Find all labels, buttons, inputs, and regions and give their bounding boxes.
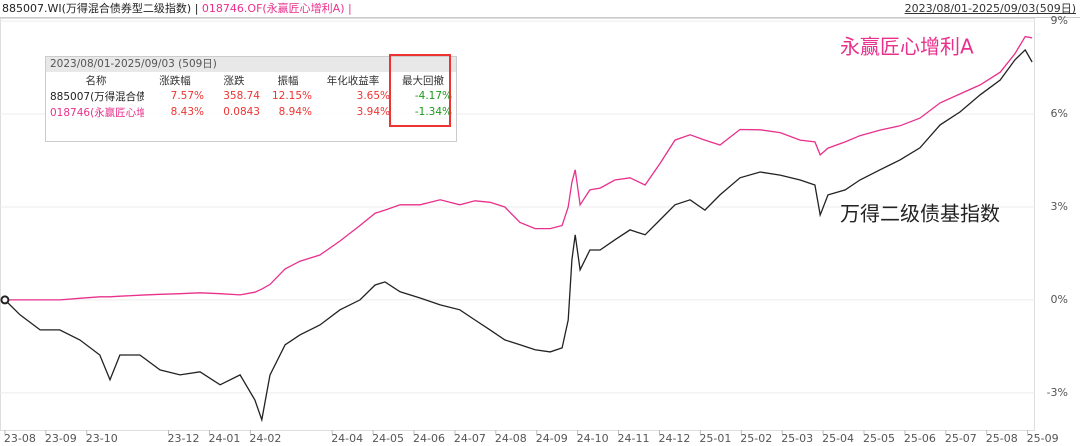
series-b-name: 018746.OF(永赢匠心增利A)	[201, 2, 345, 15]
table-header: 振幅	[277, 74, 299, 87]
table-header: 最大回撤	[402, 74, 444, 87]
date-range[interactable]: 2023/08/01-2025/09/03(509日)	[904, 2, 1076, 15]
table-cell: 018746(永赢匠心增	[50, 106, 144, 119]
x-tick-label: 25-07	[945, 432, 977, 445]
table-cell: 8.43%	[170, 106, 204, 118]
y-tick-label: -3%	[1047, 386, 1068, 399]
x-tick-label: 23-12	[168, 432, 200, 445]
annotation: 永赢匠心增利A	[840, 35, 974, 59]
x-tick-label: 23-10	[86, 432, 118, 445]
table-cell: 358.74	[223, 90, 260, 102]
table-row: 018746(永赢匠心增 8.43% 0.0843 8.94% 3.94% -1.34%	[48, 104, 454, 120]
series-line	[4, 48, 1033, 423]
table-header: 涨跌幅	[159, 74, 191, 87]
table-row: 885007(万得混合债 7.57% 358.74 12.15% 3.65% -4.17%	[48, 88, 454, 104]
x-tick-label: 25-03	[781, 432, 813, 445]
table-cell: 885007(万得混合债	[50, 90, 144, 103]
table: 名称 涨跌幅 涨跌 振幅 年化收益率 最大回撤 885007(万得混合债 7.57% 358.7…	[48, 72, 454, 120]
x-tick-label: 25-08	[986, 432, 1018, 445]
x-tick-label: 23-08	[4, 432, 36, 445]
table-cell: 3.94%	[356, 106, 390, 118]
table-cell: 7.57%	[170, 90, 204, 102]
x-tick-label: 24-09	[536, 432, 568, 445]
table-header-row: 名称 涨跌幅 涨跌 振幅 年化收益率 最大回撤	[48, 72, 454, 88]
x-tick-label: 23-09	[45, 432, 77, 445]
table-header: 年化收益率	[326, 74, 380, 87]
plot-frame	[0, 18, 1035, 431]
table-cell: 8.94%	[278, 106, 312, 118]
table-header: 名称	[85, 74, 107, 87]
table-header: 涨跌	[223, 74, 245, 87]
header-series: 885007.WI(万得混合债券型二级指数) | 018746.OF(永赢匠心增…	[2, 0, 352, 17]
table-cell: 12.15%	[271, 90, 312, 102]
x-tick-label: 24-08	[495, 432, 527, 445]
x-tick-label: 24-12	[658, 432, 690, 445]
table-cell: -1.34%	[414, 106, 452, 118]
x-tick-label: 25-02	[740, 432, 772, 445]
summary-table: 2023/08/01-2025/09/03 (509日) 名称 涨跌幅 涨跌 振幅 年化…	[45, 56, 457, 142]
table-period: 2023/08/01-2025/09/03 (509日)	[46, 57, 456, 72]
separator: |	[348, 2, 352, 15]
table-cell: 3.65%	[356, 90, 390, 102]
x-tick-label: 24-06	[413, 432, 445, 445]
x-tick-label: 25-01	[699, 432, 731, 445]
header-bar: 885007.WI(万得混合债券型二级指数) | 018746.OF(永赢匠心增…	[0, 0, 1080, 18]
separator: |	[194, 2, 199, 15]
x-tick-label: 25-04	[822, 432, 854, 445]
y-tick-label: 9%	[1051, 14, 1068, 27]
x-tick-label: 25-09	[1027, 432, 1059, 445]
table-cell: 0.0843	[223, 106, 260, 118]
y-tick-label: 3%	[1051, 200, 1068, 213]
start-marker	[0, 295, 10, 305]
x-tick-label: 25-06	[904, 432, 936, 445]
x-tick-label: 24-10	[577, 432, 609, 445]
y-tick-label: 6%	[1051, 107, 1068, 120]
x-tick-label: 25-05	[863, 432, 895, 445]
x-tick-label: 24-02	[249, 432, 281, 445]
series-line	[4, 35, 1033, 301]
x-tick-label: 24-07	[454, 432, 486, 445]
highlight-box	[389, 54, 451, 127]
x-tick-label: 24-11	[618, 432, 650, 445]
x-tick-label: 24-05	[372, 432, 404, 445]
x-tick-label: 24-04	[331, 432, 363, 445]
table-cell: -4.17%	[414, 90, 452, 102]
annotation: 万得二级债基指数	[840, 202, 1000, 226]
series-a-name: 885007.WI(万得混合债券型二级指数)	[2, 2, 192, 15]
y-tick-label: 0%	[1051, 293, 1068, 306]
x-tick-label: 24-01	[208, 432, 240, 445]
